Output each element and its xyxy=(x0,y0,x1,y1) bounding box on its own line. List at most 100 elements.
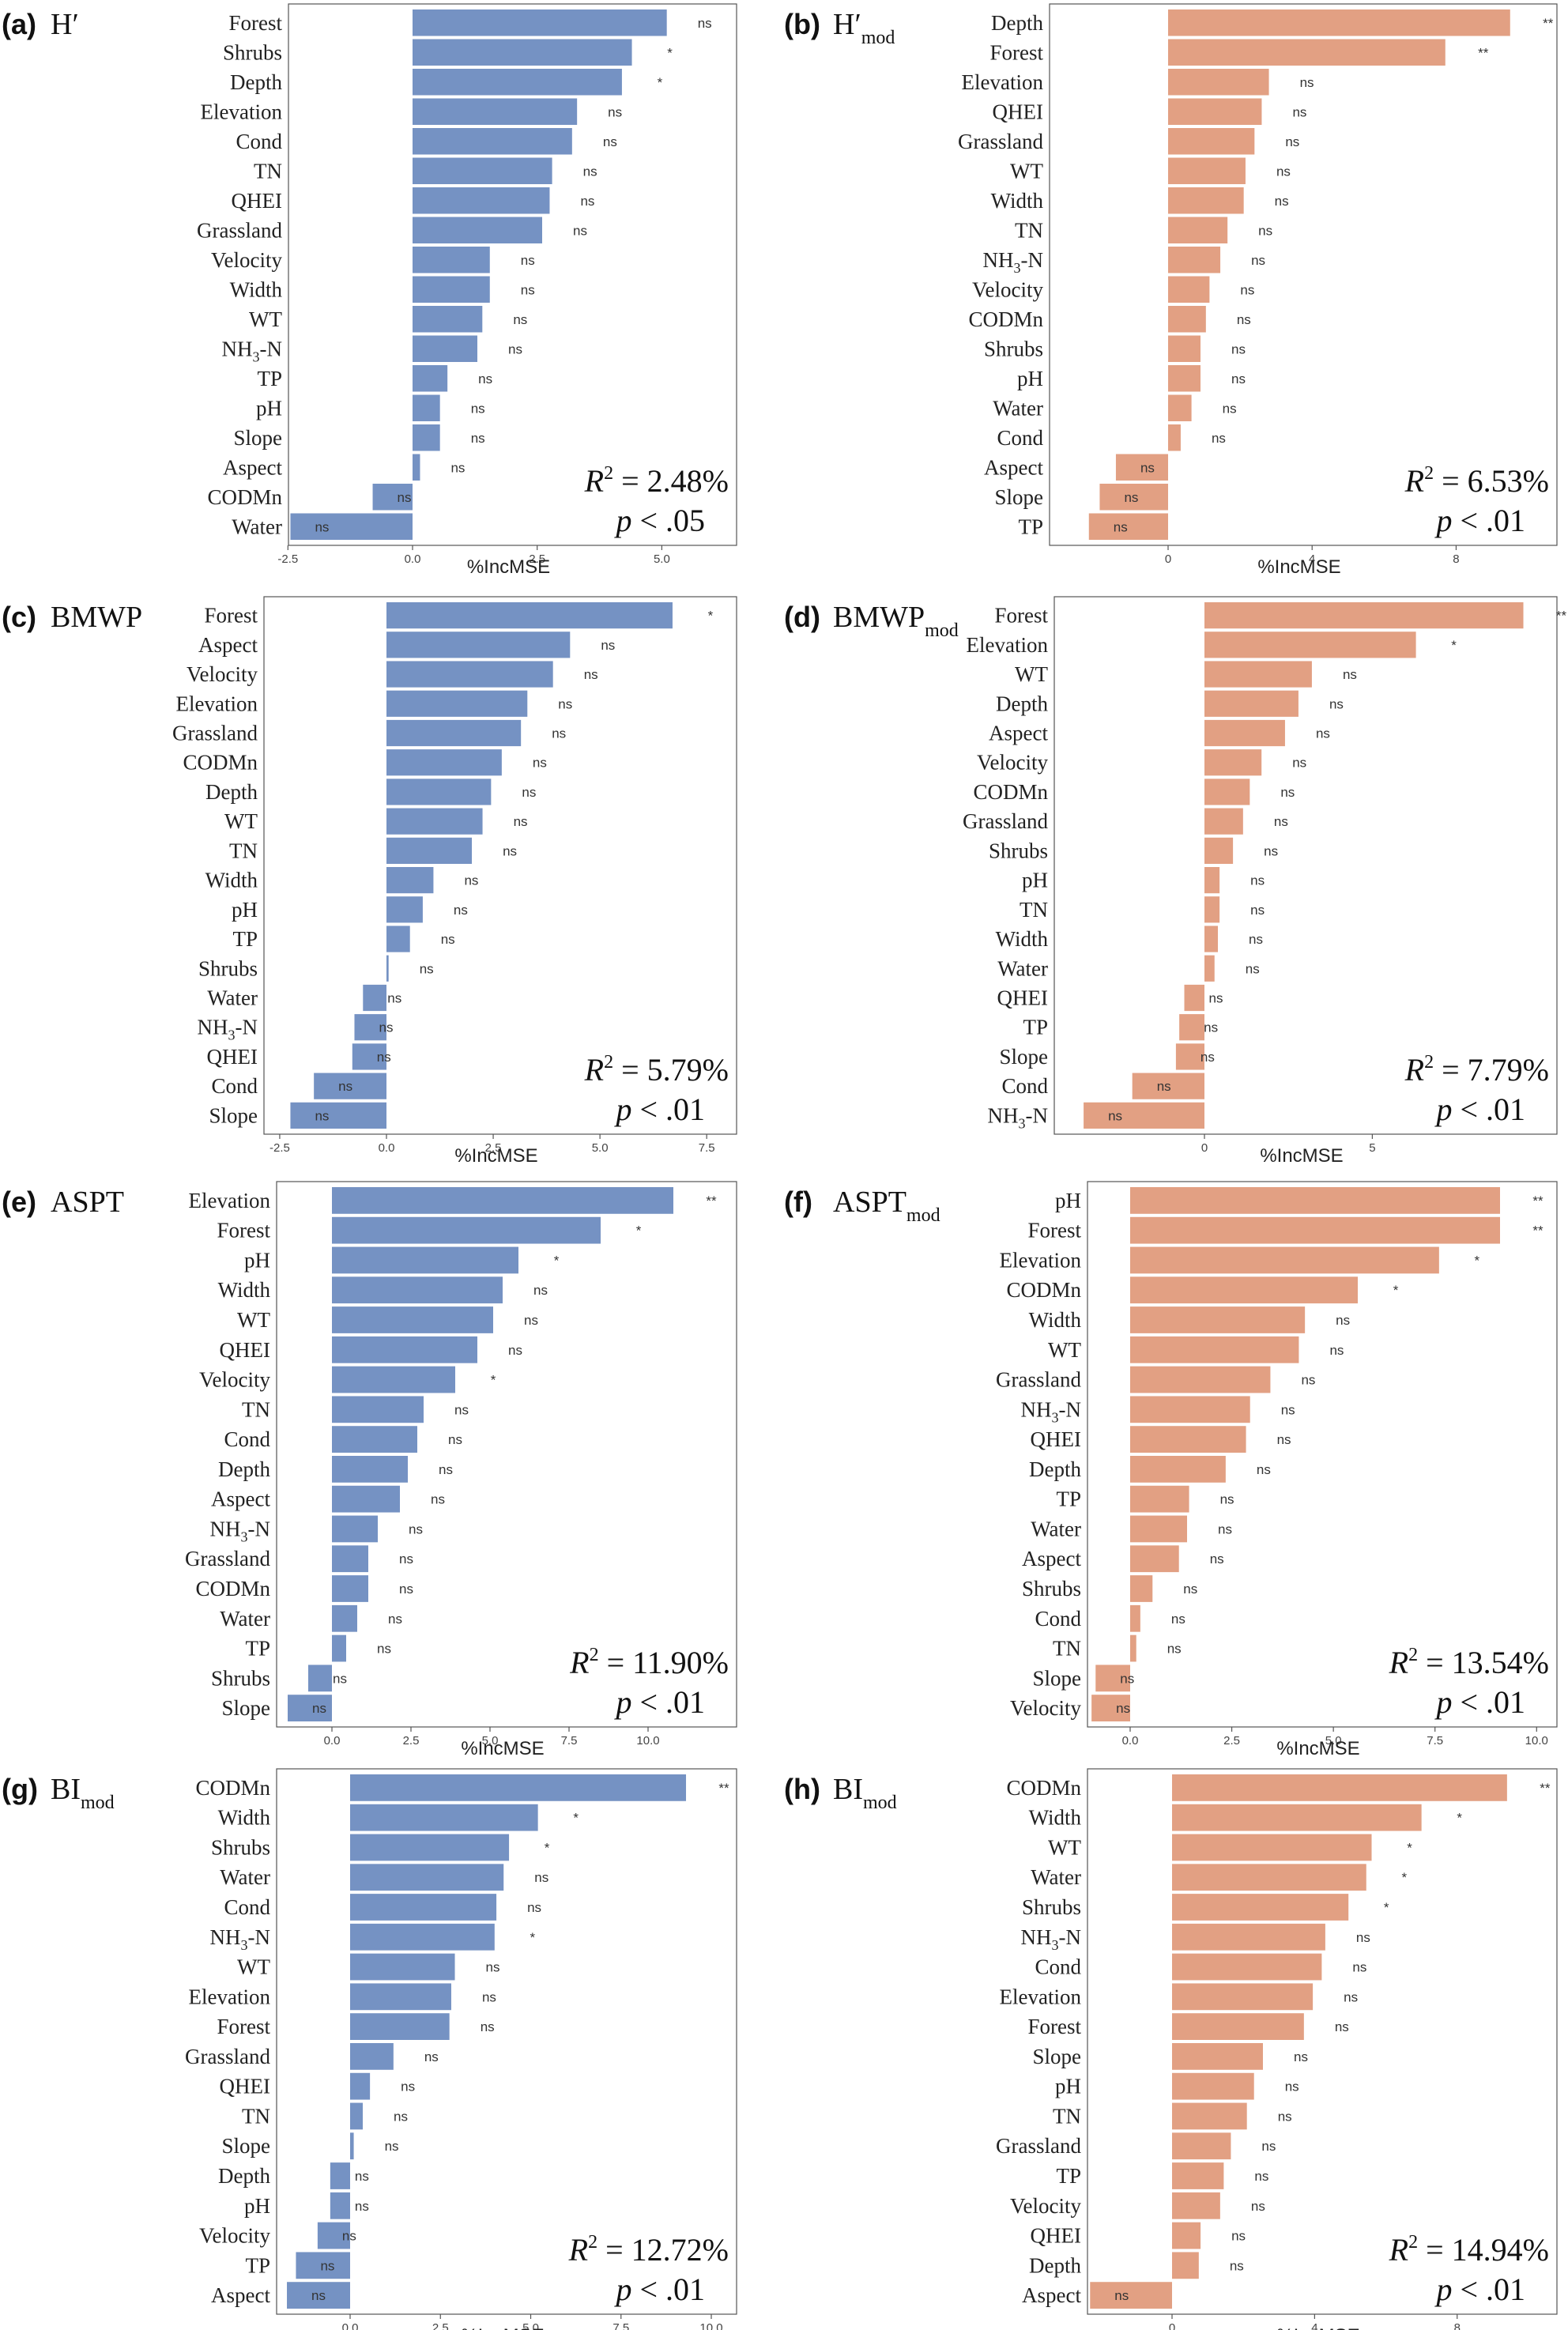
bar xyxy=(332,1485,400,1513)
significance-label: ns xyxy=(1212,431,1226,446)
category-label: Grassland xyxy=(996,1368,1081,1392)
significance-label: ns xyxy=(1356,1930,1370,1945)
r-squared: R2 = 14.94% xyxy=(1389,2232,1549,2268)
significance-label: ns xyxy=(448,1432,462,1447)
x-tick-label: 2.5 xyxy=(432,2321,449,2330)
bar xyxy=(1172,1923,1325,1951)
x-axis-title: %IncMSE xyxy=(1276,1738,1359,1759)
bar xyxy=(290,1102,386,1129)
bar xyxy=(314,1073,386,1099)
x-axis-title: %IncMSE xyxy=(1260,1145,1343,1167)
category-label: Forest xyxy=(1028,2015,1082,2038)
bar xyxy=(1168,424,1181,451)
significance-label: ns xyxy=(1264,843,1278,858)
significance-label: ns xyxy=(431,1492,445,1507)
bar xyxy=(1130,1426,1246,1453)
significance-label: ns xyxy=(513,312,527,327)
significance-label: ns xyxy=(424,2049,439,2064)
significance-label: ns xyxy=(1237,312,1251,327)
chart-panel-a: (a) H′ Forest ns Shrubs * Depth * Elevation ns Con… xyxy=(2,3,737,578)
category-label: Slope xyxy=(221,2134,270,2158)
significance-label: ns xyxy=(521,282,535,297)
category-label: Slope xyxy=(233,426,282,450)
plot-frame xyxy=(263,596,737,1135)
significance-label: ns xyxy=(398,490,412,505)
significance-label: ns xyxy=(1280,785,1295,800)
significance-label: ** xyxy=(718,1781,729,1796)
significance-label: ns xyxy=(1183,1582,1197,1597)
significance-label: ns xyxy=(1261,2139,1276,2154)
significance-label: ns xyxy=(482,1989,496,2004)
category-label: Slope xyxy=(209,1103,258,1127)
category-label: Grassland xyxy=(185,2045,270,2068)
category-label: WT xyxy=(1048,1835,1081,1859)
category-label: Depth xyxy=(230,70,282,94)
category-label: NH3-N xyxy=(1021,1397,1082,1425)
significance-label: ns xyxy=(320,2258,334,2273)
bar xyxy=(1204,749,1262,776)
category-label: pH xyxy=(1022,869,1048,892)
x-tick-label: -2.5 xyxy=(277,552,298,566)
category-label: Cond xyxy=(1001,1074,1048,1098)
significance-label: ns xyxy=(420,961,434,976)
bar xyxy=(1130,1246,1439,1274)
category-label: Aspect xyxy=(211,2283,270,2307)
category-label: Cond xyxy=(224,1895,270,1919)
category-label: Width xyxy=(996,927,1049,951)
significance-label: ns xyxy=(454,903,468,918)
bar xyxy=(332,1336,477,1363)
category-label: NH3-N xyxy=(198,1016,258,1043)
p-value: p < .01 xyxy=(1434,2272,1525,2307)
significance-label: ns xyxy=(478,371,492,386)
bar xyxy=(1168,69,1269,96)
x-tick-label: 5.0 xyxy=(482,1734,499,1748)
bar xyxy=(1168,157,1246,184)
significance-label: ns xyxy=(583,164,597,179)
category-label: QHEI xyxy=(232,189,282,213)
bar xyxy=(1168,128,1255,155)
bar xyxy=(413,187,550,214)
category-label: Elevation xyxy=(1000,1248,1082,1272)
significance-label: ns xyxy=(388,1612,402,1627)
category-label: Aspect xyxy=(989,722,1048,745)
x-axis-title: %IncMSE xyxy=(454,1145,537,1167)
significance-label: ns xyxy=(1275,194,1289,209)
bar xyxy=(1099,484,1168,511)
panel-title: BImod xyxy=(51,1773,115,1813)
category-label: Width xyxy=(1029,1308,1082,1332)
category-label: TN xyxy=(254,159,282,183)
plot-frame xyxy=(1049,3,1558,546)
x-tick-label: 2.5 xyxy=(403,1734,420,1748)
p-value: p < .01 xyxy=(1434,1091,1525,1127)
x-tick-label: 0 xyxy=(1165,552,1171,566)
category-label: Water xyxy=(220,1607,270,1631)
bar xyxy=(1115,454,1168,481)
significance-label: ns xyxy=(401,2079,415,2094)
bar xyxy=(1204,602,1524,629)
bar xyxy=(1168,9,1510,36)
category-label: CODMn xyxy=(1006,1278,1081,1302)
r-squared: R2 = 12.72% xyxy=(568,2232,729,2268)
significance-label: ns xyxy=(1329,696,1344,711)
bar xyxy=(1184,984,1204,1012)
bar xyxy=(1204,632,1416,658)
category-label: Cond xyxy=(1035,1607,1081,1631)
category-label: CODMn xyxy=(968,307,1043,331)
category-label: Forest xyxy=(205,604,258,628)
bar xyxy=(1204,926,1218,952)
bar xyxy=(1130,1545,1179,1573)
bar xyxy=(1130,1276,1358,1304)
significance-label: ns xyxy=(1157,1079,1171,1094)
category-label: Grassland xyxy=(185,1547,270,1570)
significance-label: ns xyxy=(1335,2019,1349,2034)
category-label: Water xyxy=(220,1865,270,1889)
bar xyxy=(1204,896,1220,923)
category-label: pH xyxy=(232,898,258,922)
category-label: Forest xyxy=(995,604,1049,628)
p-value: p < .01 xyxy=(1434,503,1525,538)
significance-label: ns xyxy=(1246,961,1260,976)
category-label: QHEI xyxy=(220,2075,270,2098)
bar xyxy=(350,1774,687,1801)
bar xyxy=(332,1276,503,1304)
